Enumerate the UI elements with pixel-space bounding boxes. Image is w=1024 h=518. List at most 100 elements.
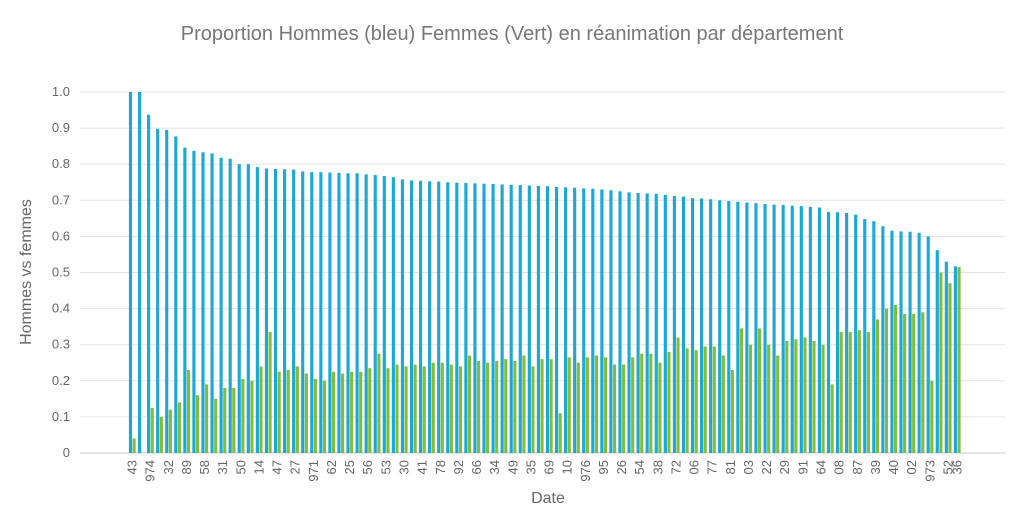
bar <box>165 129 169 453</box>
x-tick-label: 31 <box>215 460 230 474</box>
bar <box>709 199 713 453</box>
x-tick-label: 72 <box>668 460 683 474</box>
bar <box>477 360 481 453</box>
bar <box>640 353 644 453</box>
bar <box>948 283 952 453</box>
bar <box>826 211 831 453</box>
bar <box>473 183 477 453</box>
bar <box>917 232 921 453</box>
x-tick-label: 27 <box>288 460 303 474</box>
x-tick-label: 29 <box>777 460 792 474</box>
bar <box>835 212 840 453</box>
bar <box>564 187 568 453</box>
x-tick-label: 87 <box>850 460 865 474</box>
bar <box>957 267 961 453</box>
bar <box>658 362 662 453</box>
bar <box>292 169 296 454</box>
bar <box>467 355 472 453</box>
bar <box>310 172 314 453</box>
bar <box>767 344 771 453</box>
bar <box>518 185 522 453</box>
bar <box>313 378 317 453</box>
bar <box>582 188 586 453</box>
x-tick-label: 973 <box>922 460 937 482</box>
bar <box>663 194 667 453</box>
x-tick-label: 77 <box>705 460 720 474</box>
bar <box>694 350 698 453</box>
bar <box>350 371 354 453</box>
bar <box>930 380 934 453</box>
bar <box>449 364 453 453</box>
bar <box>745 202 749 453</box>
bar <box>718 200 722 453</box>
bar <box>241 378 245 453</box>
bar <box>464 182 468 454</box>
bar <box>373 175 377 453</box>
bar <box>359 371 363 453</box>
bar <box>558 413 562 453</box>
x-tick-label: 971 <box>306 460 321 482</box>
bar <box>440 362 444 453</box>
bar <box>758 328 762 453</box>
y-tick-label: 0 <box>63 445 70 460</box>
bar <box>513 360 517 453</box>
y-tick-label: 0.7 <box>52 192 70 207</box>
bar <box>549 359 553 453</box>
bar <box>386 368 390 453</box>
bar <box>812 341 816 453</box>
bar <box>201 152 205 454</box>
bar <box>277 371 281 453</box>
chart-title: Proportion Hommes (bleu) Femmes (Vert) e… <box>181 23 844 45</box>
x-tick-label: 89 <box>179 460 194 474</box>
x-tick-label: 26 <box>614 460 629 474</box>
bar <box>585 357 589 453</box>
bar <box>908 231 912 453</box>
bar <box>322 380 327 453</box>
y-tick-label: 0.3 <box>52 337 70 352</box>
x-tick-label: 58 <box>197 460 212 474</box>
bar <box>830 384 834 453</box>
bar <box>346 173 350 453</box>
y-tick-label: 0.6 <box>52 228 70 243</box>
bar <box>944 261 948 453</box>
bar <box>132 438 136 453</box>
x-tick-label: 41 <box>415 460 430 474</box>
bar <box>455 182 459 453</box>
bar <box>246 164 250 453</box>
bar <box>295 366 299 453</box>
bar <box>649 353 653 453</box>
x-tick-label: 91 <box>795 460 810 474</box>
bar <box>857 330 861 453</box>
bar <box>739 328 744 453</box>
bar <box>730 369 734 453</box>
bar <box>355 173 359 453</box>
bar <box>839 332 843 453</box>
x-tick-label: 08 <box>832 460 847 474</box>
bar <box>591 188 595 454</box>
bar <box>337 172 341 453</box>
bar <box>554 186 559 453</box>
x-tick-label: 95 <box>596 460 611 474</box>
bar <box>799 206 803 453</box>
bar <box>685 348 689 453</box>
bar <box>328 172 332 454</box>
bar <box>875 319 880 453</box>
bar <box>168 409 172 453</box>
bar <box>890 230 894 453</box>
bar <box>912 314 916 453</box>
bar <box>594 355 598 453</box>
bar <box>845 212 849 453</box>
bar <box>790 205 794 453</box>
x-tick-label: 43 <box>125 460 140 474</box>
bar <box>446 182 450 453</box>
bar <box>137 92 142 453</box>
bar <box>319 172 323 453</box>
bar <box>428 181 432 454</box>
bar <box>667 351 671 453</box>
bar <box>458 366 463 453</box>
bar <box>872 221 876 453</box>
bar <box>612 364 617 453</box>
bar <box>223 388 227 453</box>
bar <box>881 226 885 453</box>
x-tick-label: 62 <box>324 460 339 474</box>
